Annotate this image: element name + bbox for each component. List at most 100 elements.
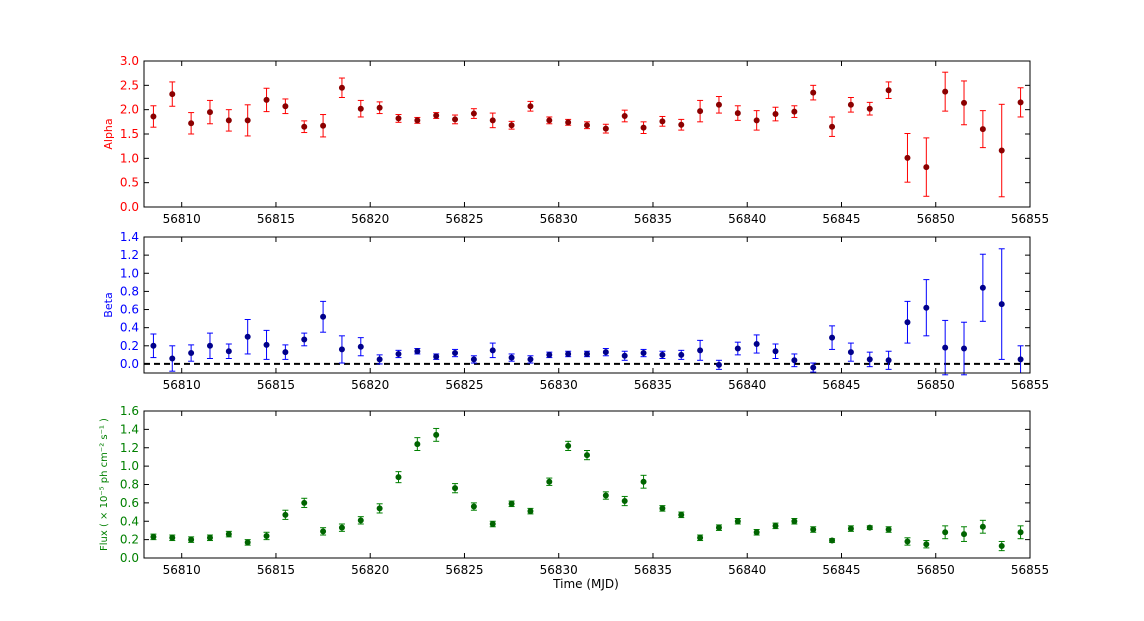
data-marker xyxy=(753,117,760,124)
data-point xyxy=(244,319,251,355)
data-marker xyxy=(602,125,609,132)
data-point xyxy=(791,353,798,368)
data-marker xyxy=(697,108,704,115)
data-marker xyxy=(923,164,930,171)
data-point xyxy=(489,520,496,528)
data-point xyxy=(452,348,459,358)
data-marker xyxy=(282,349,289,356)
data-point xyxy=(150,533,157,541)
x-tick-label: 56850 xyxy=(917,563,955,577)
data-marker xyxy=(640,124,647,131)
data-point xyxy=(1017,525,1024,540)
data-point xyxy=(810,84,817,101)
data-point xyxy=(753,110,760,131)
data-marker xyxy=(225,348,232,355)
data-point xyxy=(866,524,873,531)
data-marker xyxy=(923,541,930,548)
data-marker xyxy=(527,103,534,110)
data-point xyxy=(772,106,779,122)
data-marker xyxy=(791,108,798,115)
data-point xyxy=(452,483,459,494)
data-point xyxy=(150,333,157,359)
data-point xyxy=(527,507,534,515)
flux-panel: 0.0 0.2 0.4 0.6 0.8 1.0 1.2 1.4 1.6 56810 56815 568… xyxy=(99,404,1049,577)
data-marker xyxy=(206,109,213,116)
y-tick-label: 0.0 xyxy=(120,200,139,214)
data-point xyxy=(715,96,722,114)
data-point xyxy=(489,112,496,129)
data-marker xyxy=(715,524,722,531)
plot-frame xyxy=(143,60,1031,208)
data-marker xyxy=(546,117,553,124)
y-tick-label: 1.2 xyxy=(120,248,139,262)
data-point xyxy=(320,114,327,138)
data-marker xyxy=(206,534,213,541)
data-point xyxy=(357,99,364,118)
y-tick-label: 1.0 xyxy=(120,151,139,165)
data-marker xyxy=(866,524,873,531)
data-marker xyxy=(527,356,534,363)
x-tick-label: 56845 xyxy=(822,212,860,226)
data-marker xyxy=(357,343,364,350)
data-point xyxy=(791,105,798,118)
data-marker xyxy=(866,356,873,363)
data-point xyxy=(565,118,572,126)
data-point xyxy=(395,471,402,484)
data-marker xyxy=(489,347,496,354)
data-point xyxy=(470,108,477,119)
y-tick-label: 0.6 xyxy=(120,303,139,317)
data-point xyxy=(904,133,911,183)
data-marker xyxy=(584,350,590,357)
y-tick-label: 0.4 xyxy=(120,514,139,528)
data-marker xyxy=(772,111,779,118)
x-tick-label: 56845 xyxy=(822,563,860,577)
data-point xyxy=(414,348,421,355)
data-marker xyxy=(734,518,741,525)
data-marker xyxy=(678,351,685,358)
data-marker xyxy=(282,103,289,110)
data-marker xyxy=(961,99,968,106)
data-marker xyxy=(244,539,251,546)
data-point xyxy=(734,105,741,121)
x-tick-label: 56830 xyxy=(540,378,578,392)
y-tick-label: 0.2 xyxy=(120,533,139,547)
data-marker xyxy=(829,334,836,341)
data-point xyxy=(697,534,704,542)
data-point xyxy=(866,351,873,368)
x-tick-label: 56810 xyxy=(163,378,201,392)
x-tick-label: 56810 xyxy=(163,563,201,577)
data-point xyxy=(810,362,817,373)
data-point xyxy=(678,511,685,519)
x-tick-label: 56840 xyxy=(728,563,766,577)
data-point xyxy=(395,114,402,123)
data-marker xyxy=(320,313,327,320)
data-point xyxy=(565,350,572,358)
data-marker xyxy=(584,122,590,129)
data-marker xyxy=(678,121,685,128)
data-point xyxy=(753,529,760,536)
data-point xyxy=(904,300,911,344)
data-point xyxy=(206,332,213,359)
data-marker xyxy=(772,348,779,355)
data-point xyxy=(169,534,176,542)
data-marker xyxy=(640,350,647,357)
data-marker xyxy=(659,505,666,512)
data-marker xyxy=(301,123,308,130)
data-point xyxy=(942,319,949,376)
data-point xyxy=(923,540,930,549)
data-point xyxy=(584,121,590,130)
data-point xyxy=(301,497,308,508)
data-marker xyxy=(169,355,176,362)
data-point xyxy=(640,121,647,135)
data-marker xyxy=(150,533,157,540)
data-marker xyxy=(357,105,364,112)
data-point xyxy=(847,342,854,362)
data-point xyxy=(338,523,345,532)
data-point xyxy=(979,110,986,149)
data-point xyxy=(169,81,176,107)
data-marker xyxy=(188,536,195,543)
data-marker xyxy=(376,505,383,512)
data-marker xyxy=(979,523,986,530)
data-marker xyxy=(263,532,270,539)
